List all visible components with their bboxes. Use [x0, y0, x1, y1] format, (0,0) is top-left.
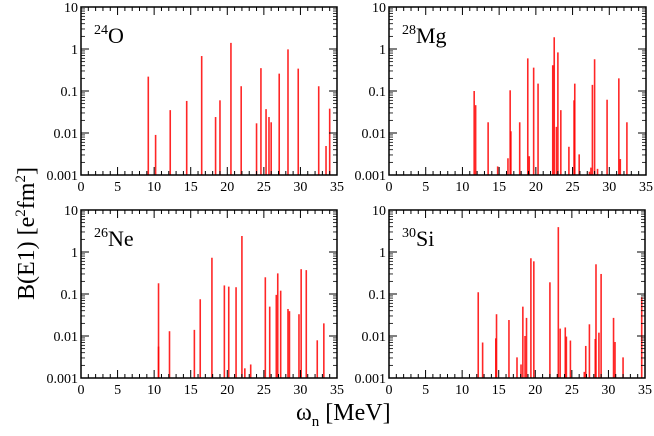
x-tick-label: 10 [147, 383, 161, 398]
panel-mg: 0 5 10 15 20 25 30 35 10 1 0.1 0.01 0.001 28Mg [355, 1, 654, 195]
panel-ne: 0 5 10 15 20 25 30 35 10 1 0.1 0.01 0.001 26Ne [47, 204, 345, 398]
y-tick-label: 0.1 [369, 85, 387, 100]
x-tick-label: 5 [114, 383, 121, 398]
x-tick-label: 20 [220, 383, 234, 398]
x-tick-label: 5 [114, 180, 121, 195]
x-tick-label: 10 [455, 180, 469, 195]
x-tick-label: 25 [257, 180, 271, 195]
x-tick-label: 0 [386, 180, 393, 195]
y-tick-label: 1 [379, 246, 386, 261]
element-symbol: Si [416, 226, 434, 251]
x-tick-label: 15 [492, 180, 506, 195]
y-tick-label: 0.001 [355, 372, 387, 387]
x-tick-label: 0 [78, 383, 85, 398]
x-tick-label: 20 [528, 383, 542, 398]
panel-label: 30Si [402, 226, 434, 251]
mass-number: 24 [94, 23, 108, 38]
x-tick-label: 10 [455, 383, 469, 398]
x-tick-label: 30 [602, 180, 616, 195]
y-tick-label: 0.01 [362, 330, 387, 345]
panel-label: 26Ne [94, 226, 134, 251]
x-tick-label: 15 [492, 383, 506, 398]
y-tick-label: 0.001 [355, 169, 387, 184]
x-tick-label: 15 [184, 180, 198, 195]
x-tick-label: 15 [184, 383, 198, 398]
x-tick-label: 25 [565, 383, 579, 398]
element-symbol: Ne [108, 226, 134, 251]
y-tick-label: 10 [372, 204, 386, 219]
x-tick-label: 35 [330, 383, 344, 398]
x-tick-label: 5 [422, 383, 429, 398]
x-tick-label: 10 [147, 180, 161, 195]
y-tick-label: 0.01 [54, 127, 79, 142]
x-tick-label: 30 [293, 383, 307, 398]
y-tick-label: 10 [372, 1, 386, 16]
x-tick-label: 30 [601, 383, 615, 398]
mass-number: 30 [402, 226, 416, 241]
panel-o: 0 5 10 15 20 25 30 35 10 1 0.1 0.01 0.001 24O [47, 1, 345, 195]
element-symbol: Mg [416, 23, 447, 48]
y-tick-label: 0.1 [61, 85, 79, 100]
mass-number: 26 [94, 226, 108, 241]
x-tick-label: 20 [220, 180, 234, 195]
y-tick-label: 0.01 [54, 330, 79, 345]
x-tick-label: 35 [638, 383, 652, 398]
y-tick-label: 0.1 [369, 288, 387, 303]
x-tick-label: 30 [293, 180, 307, 195]
panel-label: 24O [94, 23, 124, 48]
y-tick-label: 0.1 [61, 288, 79, 303]
x-tick-label: 35 [639, 180, 653, 195]
mass-number: 28 [402, 23, 416, 38]
x-axis-label: ωn [MeV] [296, 400, 391, 430]
y-tick-label: 1 [71, 43, 78, 58]
y-tick-label: 0.01 [362, 127, 387, 142]
y-tick-label: 1 [379, 43, 386, 58]
y-tick-label: 0.001 [47, 372, 79, 387]
x-tick-label: 35 [330, 180, 344, 195]
element-symbol: O [108, 23, 124, 48]
y-tick-label: 1 [71, 246, 78, 261]
y-tick-label: 10 [64, 1, 78, 16]
x-tick-label: 5 [422, 180, 429, 195]
x-tick-label: 25 [566, 180, 580, 195]
y-tick-label: 10 [64, 204, 78, 219]
x-tick-label: 0 [386, 383, 393, 398]
y-tick-label: 0.001 [47, 169, 79, 184]
x-tick-label: 20 [529, 180, 543, 195]
panel-label: 28Mg [402, 23, 447, 48]
x-tick-label: 0 [78, 180, 85, 195]
y-axis-label: B(E1) [e2fm2] [13, 167, 40, 300]
x-tick-label: 25 [257, 383, 271, 398]
